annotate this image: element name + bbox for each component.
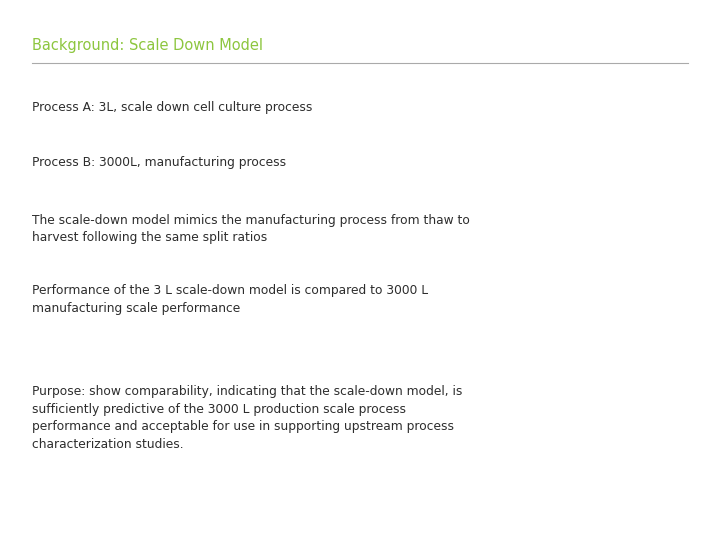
Text: Process Comparison| May 2018 | MBSW Meeting: Process Comparison| May 2018 | MBSW Meet…: [547, 517, 720, 526]
Text: Purpose: show comparability, indicating that the scale-down model, is
sufficient: Purpose: show comparability, indicating …: [32, 385, 463, 450]
Text: Process A: 3L, scale down cell culture process: Process A: 3L, scale down cell culture p…: [32, 100, 312, 113]
Text: Background: Scale Down Model: Background: Scale Down Model: [32, 38, 264, 53]
Text: abbvie: abbvie: [18, 517, 53, 526]
Text: 12: 12: [690, 517, 700, 526]
Text: The scale-down model mimics the manufacturing process from thaw to
harvest follo: The scale-down model mimics the manufact…: [32, 214, 470, 245]
Text: Process B: 3000L, manufacturing process: Process B: 3000L, manufacturing process: [32, 156, 287, 169]
Text: Performance of the 3 L scale-down model is compared to 3000 L
manufacturing scal: Performance of the 3 L scale-down model …: [32, 285, 428, 315]
